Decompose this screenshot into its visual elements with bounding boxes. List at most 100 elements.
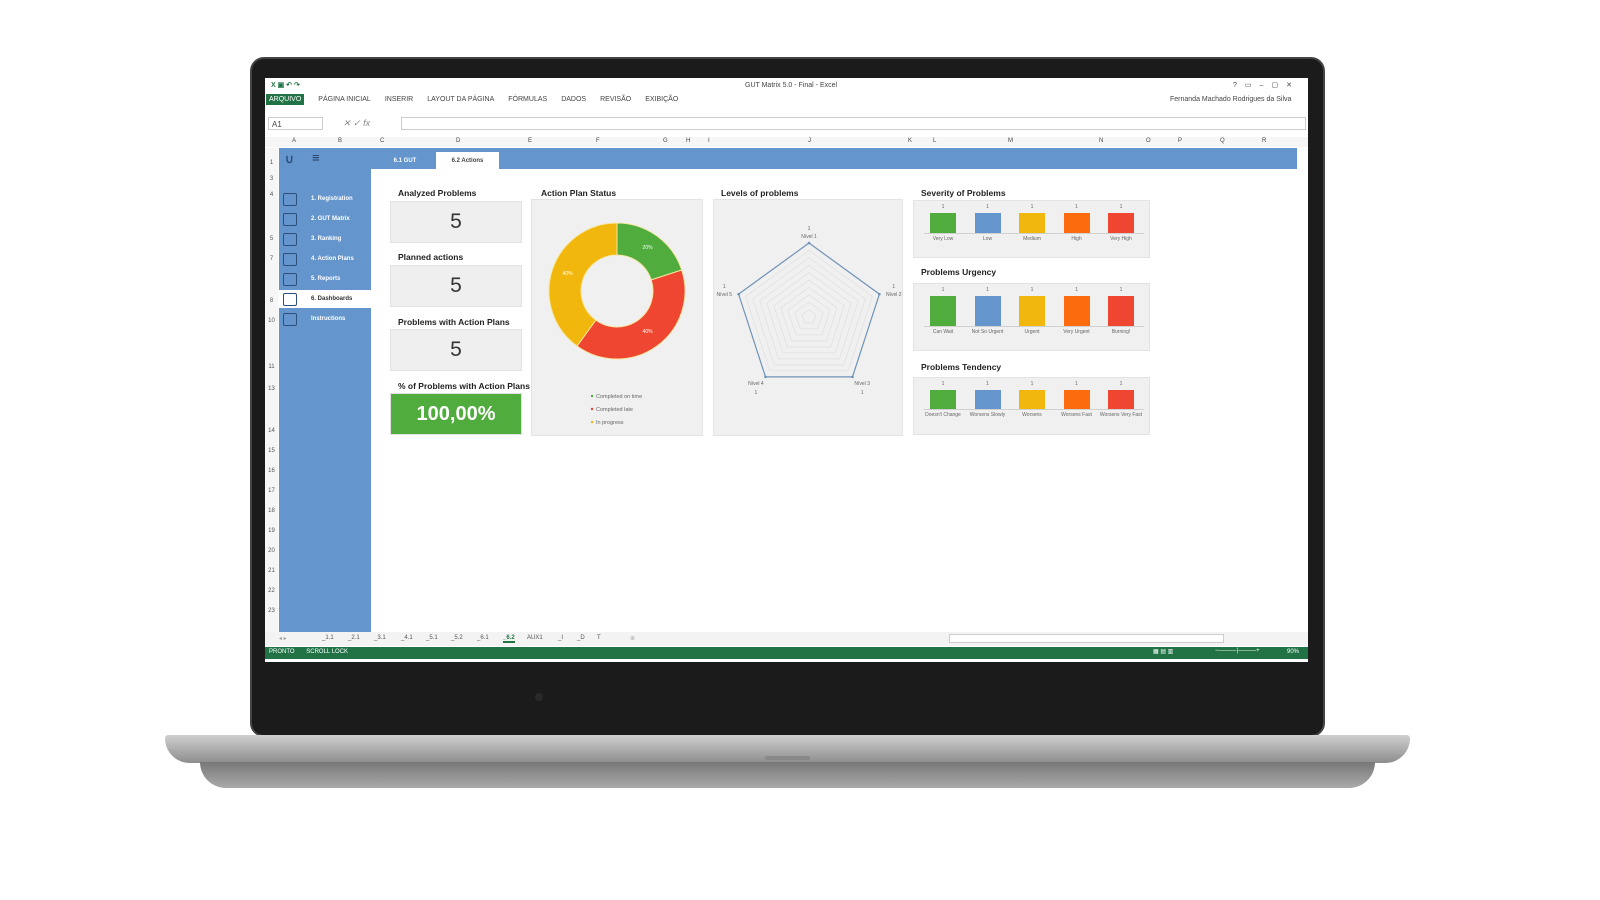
radar-point[interactable] [764, 375, 767, 379]
add-sheet-button[interactable]: ⊕ [630, 636, 636, 642]
sheet-tab[interactable]: T [597, 635, 601, 641]
radar-point[interactable] [807, 241, 811, 245]
ribbon-tabs[interactable]: ARQUIVO PÁGINA INICIAL INSERIR LAYOUT DA PÁ… [266, 94, 692, 105]
horizontal-scrollbar[interactable] [949, 634, 1224, 643]
column-header[interactable]: I [708, 138, 710, 144]
row-header[interactable]: 14 [268, 428, 275, 434]
row-header[interactable]: 10 [268, 318, 275, 324]
menu-icon[interactable]: ≡ [312, 150, 320, 165]
formula-input[interactable] [401, 117, 1306, 130]
bar[interactable] [1063, 296, 1090, 326]
window-controls[interactable]: ? ▭ – ▢ ✕ [1233, 81, 1300, 89]
tab-6-1-gut[interactable]: 6.1 GUT [378, 152, 432, 169]
row-header[interactable]: 8 [269, 298, 274, 304]
column-header[interactable]: A [292, 138, 297, 144]
tab-6-2-actions[interactable]: 6.2 Actions [436, 152, 499, 169]
column-header[interactable]: C [380, 138, 385, 144]
column-header[interactable]: N [1099, 138, 1104, 144]
ribbon-tab[interactable]: PÁGINA INICIAL [318, 96, 371, 103]
row-header[interactable]: 23 [268, 608, 275, 614]
sidebar-item[interactable]: 2. GUT Matrix [279, 210, 371, 228]
bar[interactable] [1019, 213, 1045, 233]
column-header[interactable]: D [456, 138, 461, 144]
column-header[interactable]: G [663, 138, 668, 144]
ribbon-tab[interactable]: LAYOUT DA PÁGINA [427, 96, 495, 103]
column-header[interactable]: L [933, 138, 937, 144]
fx-icon[interactable]: ✕ ✓ fx [343, 118, 371, 128]
bar[interactable] [1108, 296, 1134, 326]
bar[interactable] [1108, 213, 1134, 233]
ribbon-tab[interactable]: REVISÃO [600, 96, 632, 103]
view-buttons[interactable]: ▦ ▤ ▥ [1153, 649, 1174, 655]
ribbon-tab[interactable]: FÓRMULAS [508, 96, 548, 103]
sheet-tab[interactable]: _I [558, 635, 564, 641]
row-header[interactable]: 5 [269, 236, 274, 242]
window-control[interactable]: ▢ [1271, 82, 1279, 89]
bar[interactable] [1108, 390, 1134, 409]
sidebar-item[interactable]: 3. Ranking [279, 230, 371, 248]
sheet-tab[interactable]: _6.2 [503, 635, 515, 643]
ribbon-tab[interactable]: DADOS [561, 96, 587, 103]
radar-series[interactable] [737, 242, 881, 378]
row-header[interactable]: 13 [268, 386, 275, 392]
ribbon-tab[interactable]: INSERIR [384, 96, 414, 103]
bar[interactable] [930, 390, 956, 409]
column-header[interactable]: F [596, 138, 600, 144]
column-header[interactable]: K [908, 138, 913, 144]
sidebar-item[interactable]: 1. Registration [279, 190, 371, 208]
ribbon-tab[interactable]: ARQUIVO [266, 94, 305, 105]
sheet-tab[interactable]: _2.1 [348, 635, 360, 641]
row-header[interactable]: 15 [268, 448, 275, 454]
column-header[interactable]: R [1262, 138, 1267, 144]
sidebar-item[interactable]: 5. Reports [279, 270, 371, 288]
name-box[interactable]: A1 [268, 117, 323, 130]
row-header[interactable]: 17 [268, 488, 275, 494]
bar[interactable] [1019, 296, 1045, 326]
donut-slice[interactable] [576, 269, 686, 360]
column-header[interactable]: B [338, 138, 343, 144]
donut-slice[interactable] [616, 222, 683, 281]
bar[interactable] [930, 213, 956, 233]
window-control[interactable]: – [1259, 82, 1264, 89]
row-header[interactable]: 19 [268, 528, 275, 534]
sheet-tab[interactable]: _6.1 [477, 635, 489, 641]
row-header[interactable]: 18 [268, 508, 275, 514]
sheet-tab[interactable]: _1.1 [322, 635, 334, 641]
sheet-nav-arrows[interactable]: ◂ ▸ [279, 636, 287, 642]
row-header[interactable]: 4 [269, 192, 274, 198]
window-control[interactable]: ▭ [1244, 82, 1252, 89]
column-header[interactable]: Q [1220, 138, 1225, 144]
radar-point[interactable] [851, 375, 854, 379]
zoom-slider[interactable]: −———|———+ [1215, 648, 1260, 654]
bar[interactable] [1063, 390, 1090, 409]
radar-point[interactable] [737, 292, 740, 296]
row-header[interactable]: 3 [269, 176, 274, 182]
radar-point[interactable] [878, 292, 881, 296]
bar[interactable] [930, 296, 956, 326]
window-control[interactable]: ? [1233, 82, 1237, 89]
user-name[interactable]: Fernanda Machado Rodrigues da Silva [1170, 96, 1292, 103]
column-header[interactable]: J [808, 138, 811, 144]
window-control[interactable]: ✕ [1286, 82, 1292, 89]
row-header[interactable]: 1 [269, 160, 274, 166]
column-header[interactable]: O [1146, 138, 1151, 144]
sidebar-item[interactable]: Instructions [279, 310, 371, 328]
bar[interactable] [974, 390, 1001, 409]
sheet-tab[interactable]: _5.1 [426, 635, 438, 641]
row-header[interactable]: 7 [269, 256, 274, 262]
sheet-tab[interactable]: _3.1 [374, 635, 386, 641]
ribbon-tab[interactable]: EXIBIÇÃO [645, 96, 679, 103]
row-header[interactable]: 22 [268, 588, 275, 594]
row-header[interactable]: 20 [268, 548, 275, 554]
column-header[interactable]: P [1178, 138, 1183, 144]
column-header[interactable]: H [686, 138, 691, 144]
row-header[interactable]: 11 [268, 364, 275, 370]
bar[interactable] [1019, 390, 1045, 409]
sheet-tab[interactable]: _D [577, 635, 585, 641]
row-header[interactable]: 16 [268, 468, 275, 474]
sidebar-item[interactable]: 6. Dashboards [279, 290, 371, 308]
row-header[interactable]: 21 [268, 568, 275, 574]
sheet-tab[interactable]: AUX1 [527, 635, 543, 641]
bar[interactable] [1063, 213, 1090, 233]
bar[interactable] [974, 296, 1001, 326]
